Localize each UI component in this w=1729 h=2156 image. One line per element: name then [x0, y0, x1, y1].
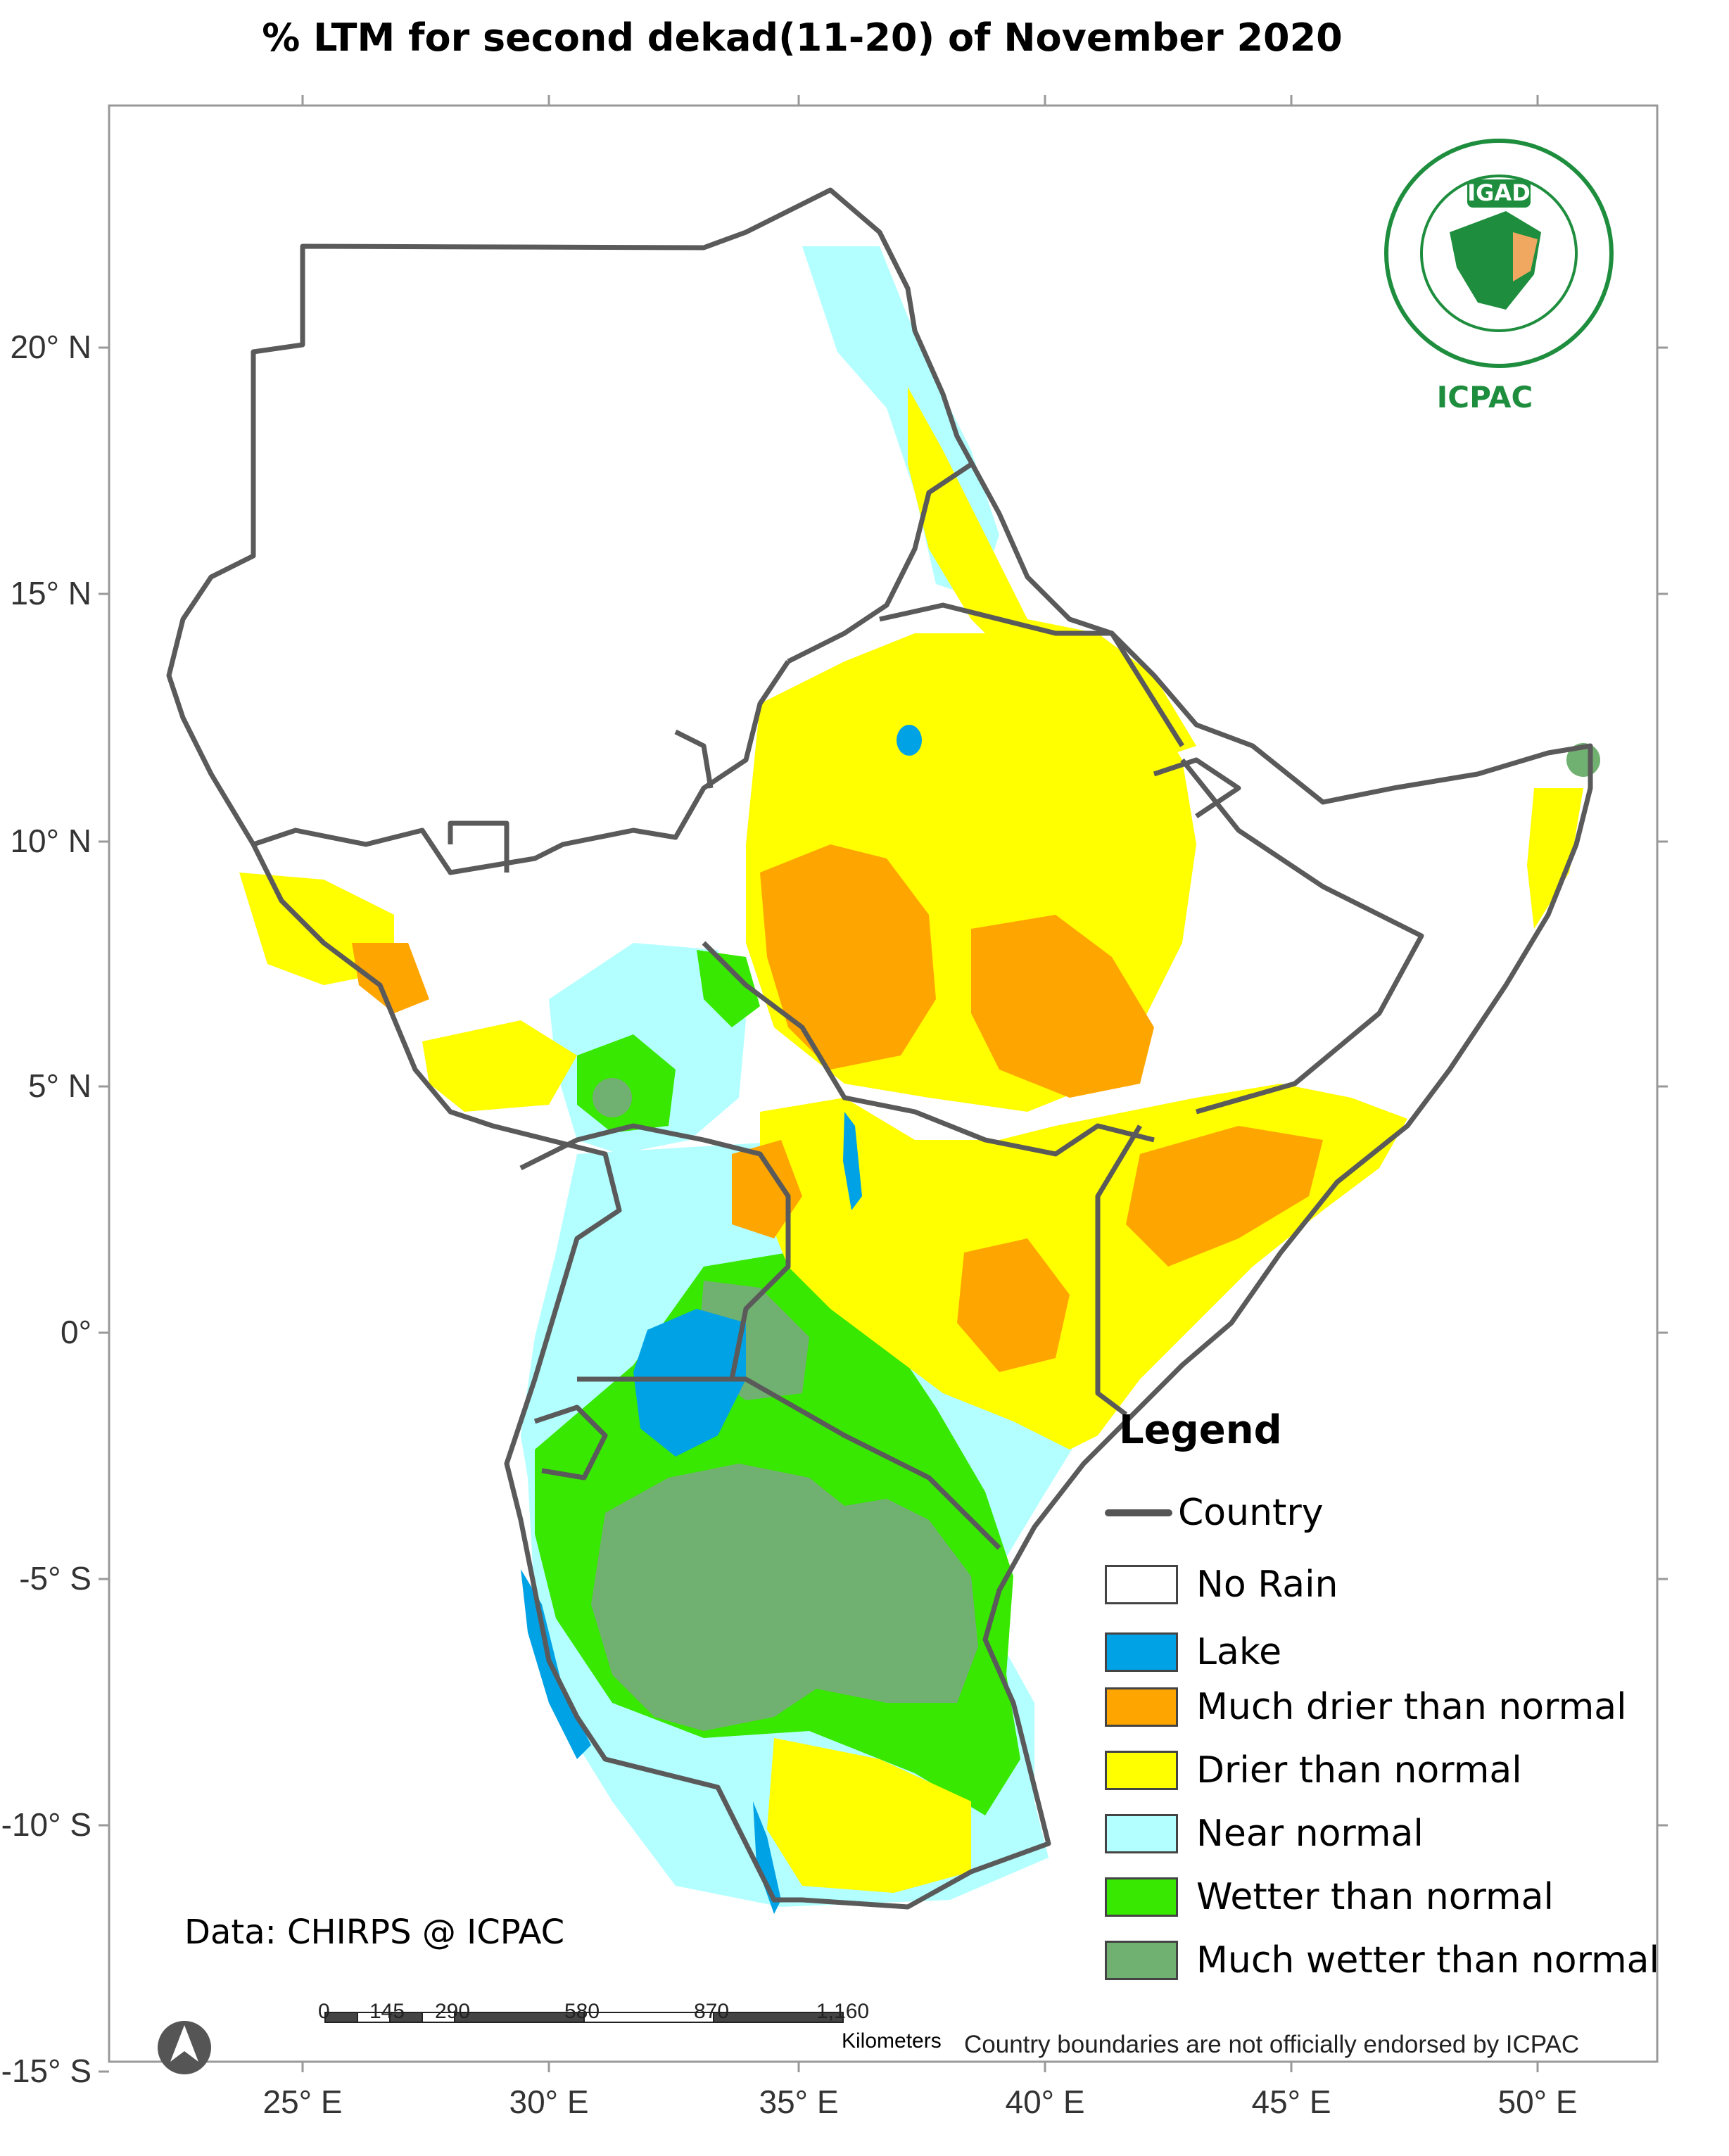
lake-victoria: [633, 1309, 746, 1457]
graticule-ticks: [99, 95, 1668, 2073]
north-arrow-icon: [158, 2021, 211, 2074]
lat-label: 15° N: [10, 575, 91, 611]
legend-swatch: [1105, 1687, 1178, 1727]
border-tanzania-north: [577, 1376, 1001, 1550]
data-source: Data: CHIRPS @ ICPAC: [184, 1913, 565, 1952]
legend-item-wetter: Wetter than normal: [1105, 1876, 1554, 1918]
legend-item-much-wetter: Much wetter than normal: [1105, 1939, 1659, 1981]
legend-swatch: [1105, 1877, 1178, 1917]
region-outline: [166, 187, 1593, 1910]
scale-label: 0: [318, 2000, 330, 2023]
scale-bar: [324, 2012, 844, 2023]
border-eritrea: [879, 602, 1184, 747]
border-south-sudan: [702, 941, 1155, 1157]
disclaimer: Country boundaries are not officially en…: [964, 2031, 1580, 2058]
zone-much-wetter-spot: [593, 1078, 632, 1117]
lat-label: 0°: [61, 1314, 91, 1350]
lon-label: 35° E: [759, 2084, 839, 2120]
legend-label: Lake: [1196, 1631, 1282, 1673]
border-ethiopia-sudan: [787, 462, 973, 664]
scale-label: 290: [435, 2000, 471, 2023]
scale-label: 1,160: [816, 2000, 870, 2023]
zone-drier-sudan-coast: [908, 387, 1196, 760]
map-title: % LTM for second dekad(11-20) of Novembe…: [262, 15, 1343, 60]
lat-label: 5° N: [28, 1067, 91, 1104]
zone-drier-south: [767, 1738, 971, 1893]
scale-unit: Kilometers: [842, 2029, 942, 2053]
zone-much-drier-ethiopia: [760, 844, 936, 1070]
legend-item-country: Country: [1105, 1492, 1324, 1534]
zone-drier-sw: [422, 1020, 577, 1112]
legend-item-near-normal: Near normal: [1105, 1813, 1424, 1855]
lon-label: 30° E: [509, 2084, 589, 2120]
scale-label: 145: [369, 2000, 405, 2023]
lat-label: -10° S: [1, 1806, 91, 1843]
legend-swatch: [1105, 1632, 1178, 1672]
legend-swatch: [1105, 1941, 1178, 1980]
border-uganda: [703, 1137, 791, 1380]
legend-label: Much wetter than normal: [1196, 1939, 1659, 1981]
lat-label: -15° S: [1, 2053, 91, 2089]
scale-label: 580: [564, 2000, 600, 2023]
border-rwanda-burundi: [533, 1404, 608, 1480]
border-djibouti: [1153, 757, 1241, 818]
border-drc: [519, 1123, 704, 1171]
legend-swatch: [1105, 1751, 1178, 1790]
legend-swatch: [1105, 1565, 1178, 1604]
legend-label: Wetter than normal: [1196, 1876, 1554, 1918]
lat-label: 10° N: [10, 823, 91, 859]
lake-malawi: [753, 1801, 781, 1914]
rainfall-zones: [239, 246, 1600, 1914]
legend-label: Country: [1178, 1492, 1324, 1534]
legend-label: Near normal: [1196, 1813, 1424, 1855]
legend-item-drier: Drier than normal: [1105, 1749, 1522, 1792]
border-sudan-south: [252, 660, 790, 875]
scale-label: 870: [694, 2000, 730, 2023]
igad-logo-icon: IGAD: [1384, 139, 1614, 368]
lon-label: 50° E: [1497, 2084, 1578, 2120]
country-boundaries: [166, 187, 1593, 1910]
legend-item-no-rain: No Rain: [1105, 1564, 1338, 1606]
legend-item-lake: Lake: [1105, 1631, 1281, 1673]
zone-much-drier-kenya: [957, 1238, 1070, 1372]
logo-text: IGAD: [1467, 179, 1531, 206]
country-line-swatch: [1105, 1509, 1172, 1516]
zone-much-drier-east: [971, 915, 1154, 1098]
lon-label: 45° E: [1251, 2084, 1331, 2120]
border-ethiopia-somalia: [1180, 758, 1424, 1115]
lake-tana: [897, 725, 922, 756]
legend-label: Much drier than normal: [1196, 1686, 1627, 1728]
zone-much-drier-somalia: [1126, 1126, 1323, 1267]
zone-much-drier-west: [352, 943, 429, 1013]
lat-label: -5° S: [19, 1560, 91, 1597]
legend-item-much-drier: Much drier than normal: [1105, 1686, 1627, 1728]
zone-much-drier-uganda: [732, 1140, 802, 1238]
zone-much-wetter: [591, 1464, 978, 1731]
lon-label: 40° E: [1005, 2084, 1085, 2120]
legend-label: Drier than normal: [1196, 1749, 1522, 1792]
border-darfur: [674, 729, 714, 789]
legend-label: No Rain: [1196, 1564, 1338, 1606]
border-kenya-somalia: [1095, 1124, 1143, 1416]
lon-label: 25° E: [262, 2084, 343, 2120]
lake-turkana: [843, 1112, 862, 1210]
zone-wetter-north: [697, 950, 760, 1027]
zone-drier-horn: [1527, 788, 1583, 929]
border-sudan-inner: [448, 820, 509, 873]
legend-swatch: [1105, 1814, 1178, 1853]
lat-label: 20° N: [10, 329, 91, 365]
icpac-logo-label: ICPAC: [1436, 380, 1533, 414]
legend-title: Legend: [1119, 1407, 1282, 1453]
